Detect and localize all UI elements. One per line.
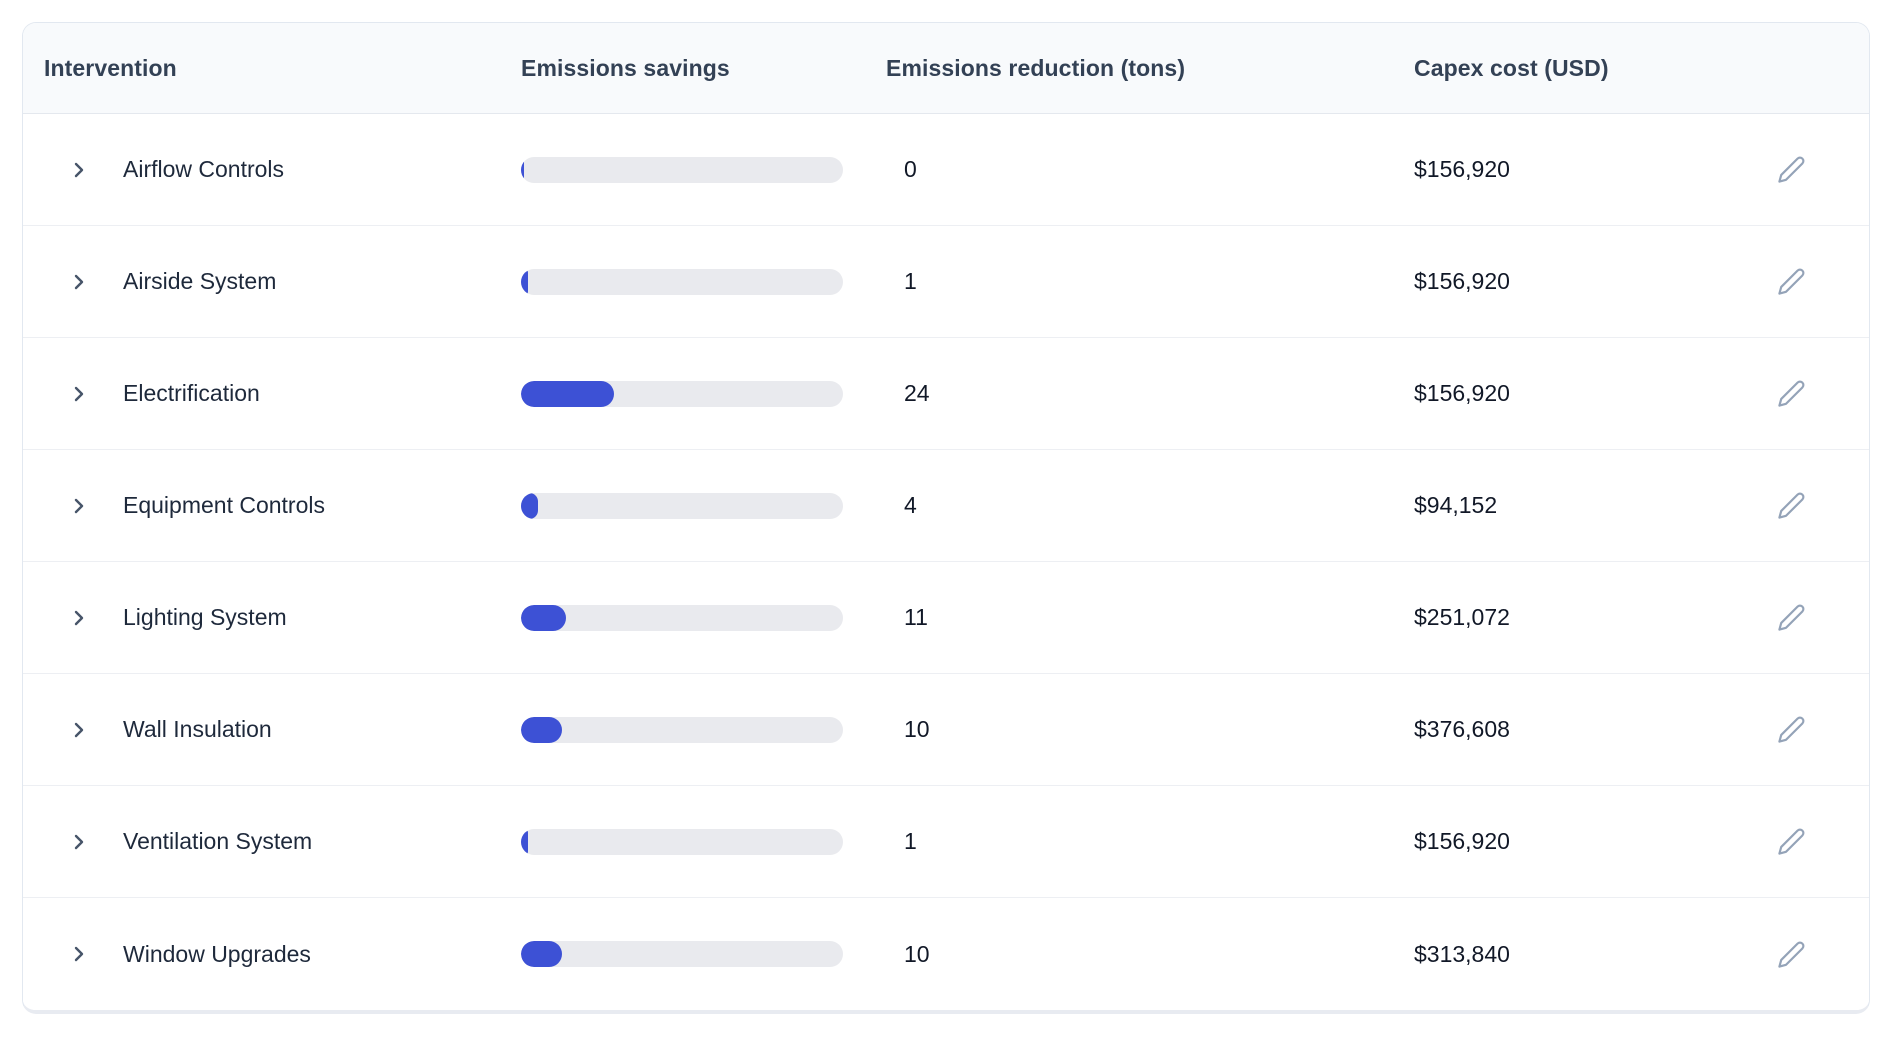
pencil-icon — [1777, 940, 1806, 969]
intervention-name: Window Upgrades — [123, 940, 311, 967]
expand-row-button[interactable] — [66, 493, 92, 519]
edit-button[interactable] — [1774, 713, 1808, 747]
pencil-icon — [1777, 267, 1806, 296]
edit-button[interactable] — [1774, 601, 1808, 635]
emissions-reduction-value: 4 — [904, 492, 917, 518]
expand-row-button[interactable] — [66, 381, 92, 407]
chevron-right-icon — [67, 942, 91, 966]
table-row[interactable]: Airside System 1 $156,920 — [23, 226, 1869, 338]
chevron-right-icon — [67, 606, 91, 630]
table-row[interactable]: Ventilation System 1 $156,920 — [23, 786, 1869, 898]
emissions-reduction-value: 11 — [904, 604, 928, 630]
pencil-icon — [1777, 715, 1806, 744]
chevron-right-icon — [67, 158, 91, 182]
chevron-right-icon — [67, 830, 91, 854]
table-body: Airflow Controls 0 $156,920 Airside Syst — [23, 114, 1869, 1010]
capex-cost-value: $94,152 — [1414, 492, 1498, 518]
emissions-reduction-value: 1 — [904, 828, 917, 854]
column-header-emissions-reduction: Emissions reduction (tons) — [886, 54, 1186, 81]
pencil-icon — [1777, 379, 1806, 408]
emissions-savings-bar — [521, 604, 843, 631]
emissions-savings-bar — [521, 156, 843, 183]
emissions-savings-bar-fill — [521, 716, 562, 743]
edit-button[interactable] — [1774, 153, 1808, 187]
table-header: Intervention Emissions savings Emissions… — [23, 23, 1869, 114]
column-header-capex-cost: Capex cost (USD) — [1414, 54, 1609, 81]
emissions-savings-bar-fill — [521, 268, 529, 295]
column-header-intervention: Intervention — [44, 54, 177, 81]
emissions-savings-bar — [521, 492, 843, 519]
chevron-right-icon — [67, 494, 91, 518]
emissions-savings-bar-fill — [521, 156, 525, 183]
table-row[interactable]: Airflow Controls 0 $156,920 — [23, 114, 1869, 226]
emissions-reduction-value: 1 — [904, 268, 917, 294]
emissions-savings-bar — [521, 380, 843, 407]
interventions-table: Intervention Emissions savings Emissions… — [22, 22, 1870, 1014]
chevron-right-icon — [67, 382, 91, 406]
intervention-name: Airflow Controls — [123, 156, 285, 182]
pencil-icon — [1777, 155, 1806, 184]
table-row[interactable]: Equipment Controls 4 $94,152 — [23, 450, 1869, 562]
expand-row-button[interactable] — [66, 157, 92, 183]
emissions-savings-bar-fill — [521, 604, 567, 631]
expand-row-button[interactable] — [66, 717, 92, 743]
table-row[interactable]: Lighting System 11 $251,072 — [23, 562, 1869, 674]
emissions-savings-bar-fill — [521, 941, 562, 967]
expand-row-button[interactable] — [66, 605, 92, 631]
expand-row-button[interactable] — [66, 269, 92, 295]
emissions-savings-bar — [521, 716, 843, 743]
intervention-name: Ventilation System — [123, 828, 313, 854]
edit-button[interactable] — [1774, 265, 1808, 299]
capex-cost-value: $376,608 — [1414, 716, 1510, 742]
edit-button[interactable] — [1774, 937, 1808, 971]
capex-cost-value: $156,920 — [1414, 380, 1510, 406]
table-row[interactable]: Wall Insulation 10 $376,608 — [23, 674, 1869, 786]
table-row[interactable]: Electrification 24 $156,920 — [23, 338, 1869, 450]
emissions-savings-bar — [521, 268, 843, 295]
emissions-reduction-value: 10 — [904, 940, 930, 967]
edit-button[interactable] — [1774, 489, 1808, 523]
chevron-right-icon — [67, 270, 91, 294]
intervention-name: Electrification — [123, 380, 260, 406]
chevron-right-icon — [67, 718, 91, 742]
emissions-reduction-value: 10 — [904, 716, 930, 742]
expand-row-button[interactable] — [66, 829, 92, 855]
edit-button[interactable] — [1774, 825, 1808, 859]
capex-cost-value: $251,072 — [1414, 604, 1510, 630]
column-header-emissions-savings: Emissions savings — [521, 54, 730, 81]
emissions-reduction-value: 0 — [904, 156, 917, 182]
pencil-icon — [1777, 827, 1806, 856]
expand-row-button[interactable] — [66, 941, 92, 967]
table-row[interactable]: Window Upgrades 10 $313,840 — [23, 898, 1869, 1010]
emissions-savings-bar-fill — [521, 828, 529, 855]
pencil-icon — [1777, 491, 1806, 520]
capex-cost-value: $156,920 — [1414, 268, 1510, 294]
edit-button[interactable] — [1774, 377, 1808, 411]
emissions-reduction-value: 24 — [904, 380, 930, 406]
capex-cost-value: $156,920 — [1414, 828, 1510, 854]
intervention-name: Equipment Controls — [123, 492, 325, 518]
emissions-savings-bar-fill — [521, 380, 615, 407]
emissions-savings-bar — [521, 941, 843, 967]
capex-cost-value: $313,840 — [1414, 940, 1510, 967]
capex-cost-value: $156,920 — [1414, 156, 1510, 182]
emissions-savings-bar-fill — [521, 492, 539, 519]
emissions-savings-bar — [521, 828, 843, 855]
intervention-name: Airside System — [123, 268, 277, 294]
intervention-name: Wall Insulation — [123, 716, 272, 742]
pencil-icon — [1777, 603, 1806, 632]
intervention-name: Lighting System — [123, 604, 287, 630]
